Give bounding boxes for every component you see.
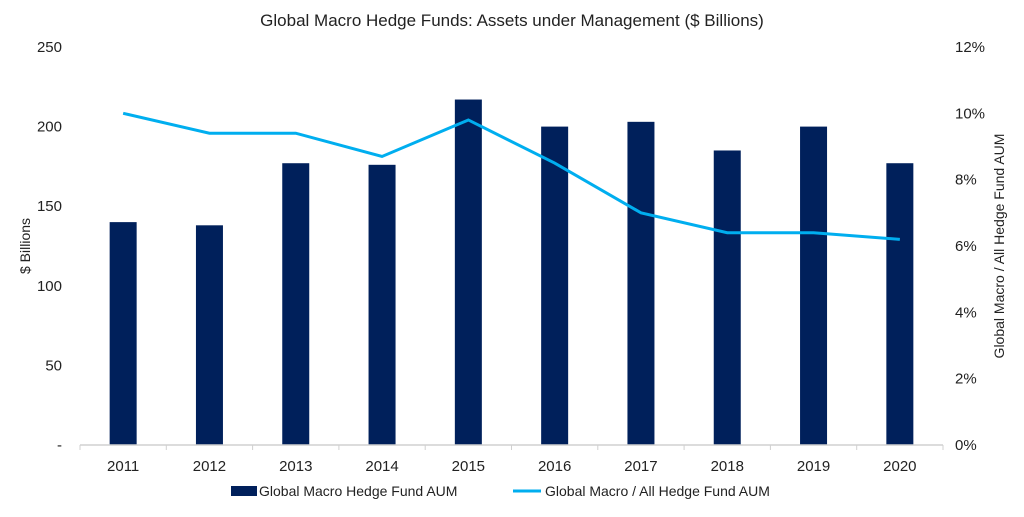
bar-2017 [627,122,654,445]
bar-2013 [282,163,309,445]
y2-tick-label: 0% [955,437,977,454]
x-tick-label: 2013 [279,458,312,475]
x-tick-label: 2014 [365,458,398,475]
y-tick-label: 100 [37,278,62,295]
legend-swatch-bar [231,486,257,496]
y2-tick-label: 12% [955,39,985,56]
x-tick-label: 2016 [538,458,571,475]
y-axis-label: $ Billions [17,218,33,274]
y-tick-label: 150 [37,198,62,215]
y2-tick-label: 4% [955,304,977,321]
chart-title: Global Macro Hedge Funds: Assets under M… [260,11,764,30]
bar-2016 [541,127,568,445]
legend: Global Macro Hedge Fund AUM Global Macro… [231,483,770,499]
y-tick-label: 50 [45,357,62,374]
x-tick-label: 2017 [624,458,657,475]
ratio-line [123,113,900,239]
y2-tick-label: 10% [955,105,985,122]
legend-label-line: Global Macro / All Hedge Fund AUM [545,483,770,499]
x-tick-label: 2019 [797,458,830,475]
legend-label-bar: Global Macro Hedge Fund AUM [259,483,457,499]
bar-2019 [800,127,827,445]
x-tick-label: 2020 [883,458,916,475]
bar-2015 [455,100,482,445]
y-tick-label: - [57,437,62,454]
x-tick-label: 2012 [193,458,226,475]
bar-2018 [714,150,741,445]
x-tick-label: 2015 [452,458,485,475]
x-tick-label: 2011 [107,458,139,475]
bar-2020 [886,163,913,445]
y2-tick-label: 6% [955,238,977,255]
bar-2014 [369,165,396,445]
y2-tick-label: 8% [955,172,977,189]
bar-2011 [110,222,137,445]
y2-tick-label: 2% [955,371,977,388]
x-tick-label: 2018 [711,458,744,475]
bar-2012 [196,225,223,445]
y2-axis-label: Global Macro / All Hedge Fund AUM [991,134,1007,359]
y-tick-label: 250 [37,39,62,56]
y-tick-label: 200 [37,119,62,136]
